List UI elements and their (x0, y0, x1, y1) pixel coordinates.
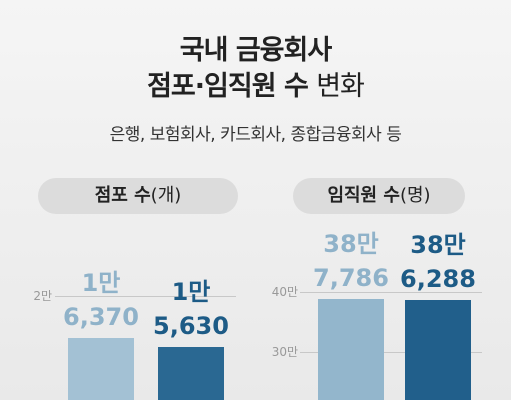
chart-title: 점포 수(개) (38, 178, 238, 214)
bar (318, 299, 384, 400)
grid-line (55, 296, 236, 298)
title: 점포·임직원 수 변화 (0, 64, 511, 103)
value-label: 38만 6,288 (400, 231, 476, 294)
unit: (명) (399, 185, 431, 206)
y-tick-label: 30만 (271, 345, 298, 359)
subtitle: 은행, 보험회사, 카드회사, 종합금융회사 등 (109, 125, 402, 145)
title: 국내 금융회사 (179, 35, 332, 66)
grid-line (300, 292, 482, 293)
title-light: 변화 (316, 71, 365, 102)
value-label: 1만 5,630 (153, 277, 229, 340)
unit: (개) (150, 185, 182, 206)
bar (405, 300, 471, 400)
bar (158, 346, 224, 400)
grid-line (300, 352, 482, 353)
y-tick-label: 2만 (33, 289, 52, 304)
y-tick-label: 40만 (271, 285, 298, 299)
chart-title: 임직원 수(명) (293, 178, 465, 214)
chart-title-text: 점포 수 (94, 185, 151, 206)
value-label: 38만 7,786 (313, 230, 389, 293)
value-label: 1만 6,370 (63, 269, 139, 332)
chart-title-text: 임직원 수 (327, 185, 400, 206)
title-bold: 점포·임직원 수 (147, 71, 309, 102)
bar (68, 338, 134, 400)
